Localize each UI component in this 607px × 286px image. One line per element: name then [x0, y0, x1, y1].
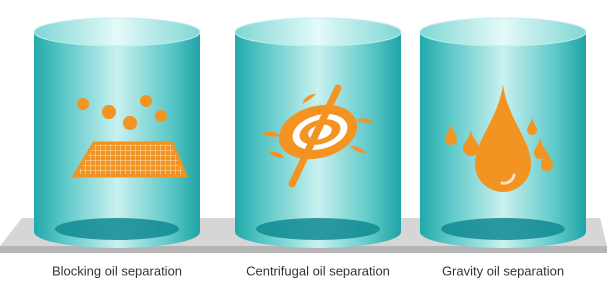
page: Blocking oil separation Centrifugal oil … [0, 0, 607, 286]
label: Blocking oil separation [52, 263, 182, 278]
diagram: Blocking oil separation Centrifugal oil … [0, 0, 607, 286]
cylinder [34, 18, 200, 248]
label: Gravity oil separation [442, 263, 564, 278]
label: Centrifugal oil separation [246, 263, 390, 278]
